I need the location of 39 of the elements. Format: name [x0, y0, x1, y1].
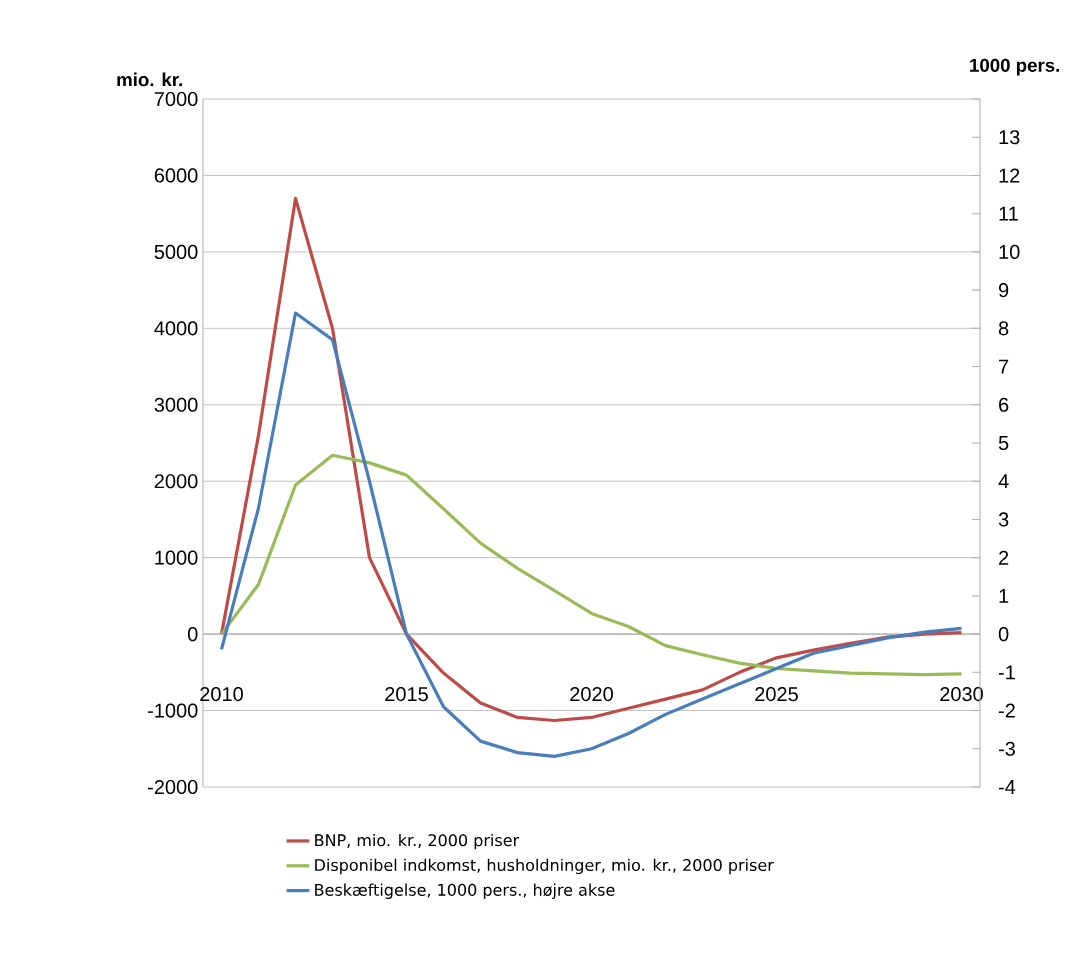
- y2-tick-label: 5: [998, 436, 1009, 450]
- x-tick-label: 2015: [385, 687, 428, 702]
- y2-tick-label: 4: [998, 474, 1009, 489]
- y2-tick-label: -2: [998, 703, 1015, 718]
- y2-tick-label: 0: [998, 627, 1009, 642]
- y2-tick-label: -3: [998, 741, 1015, 756]
- x-tick-label: 2030: [940, 687, 983, 702]
- y2-tick-label: 2: [999, 550, 1009, 565]
- y2-tick-label: 8: [998, 321, 1009, 336]
- legend-label: BNP, mio. kr., 2000 priser: [315, 833, 520, 850]
- legend-label: Disponibel indkomst, husholdninger, mio. kr., 2000 priser: [315, 858, 774, 875]
- y-axis-title: mio. kr.: [117, 72, 182, 87]
- y2-tick-label: -4: [998, 780, 1016, 794]
- y2-tick-label: 3: [998, 512, 1009, 527]
- y2-tick-label: 10: [999, 244, 1020, 259]
- line-series: [219, 453, 964, 677]
- y2-tick-label: 13: [999, 130, 1020, 145]
- x-tick-label: 2010: [200, 687, 243, 702]
- y-tick-label: 7000: [154, 91, 198, 107]
- y2-tick-label: 11: [999, 206, 1018, 221]
- y-tick-label: 3000: [154, 397, 198, 412]
- y2-tick-label: 12: [999, 168, 1020, 183]
- y2-tick-label: -1: [998, 665, 1015, 680]
- y-tick-label: -1000: [148, 703, 198, 718]
- y-tick-label: 0: [187, 627, 198, 642]
- y2-tick-label: 6: [999, 397, 1009, 412]
- y-tick-label: -2000: [148, 779, 198, 795]
- y2-tick-label: 9: [998, 283, 1009, 298]
- y-tick-label: 4000: [154, 321, 198, 336]
- legend-label: Beskæftigelse, 1000 pers., højre akse: [315, 883, 615, 899]
- y2-tick-label: 1: [999, 589, 1009, 603]
- y-tick-label: 6000: [154, 168, 198, 183]
- y-tick-label: 5000: [154, 244, 198, 259]
- y-tick-label: 1000: [155, 550, 198, 565]
- y2-tick-label: 7: [999, 359, 1009, 374]
- x-tick-label: 2025: [755, 687, 798, 702]
- x-tick-label: 2020: [570, 687, 613, 702]
- y-tick-label: 2000: [154, 474, 198, 489]
- y2-axis-title: 1000 pers.: [970, 58, 1060, 76]
